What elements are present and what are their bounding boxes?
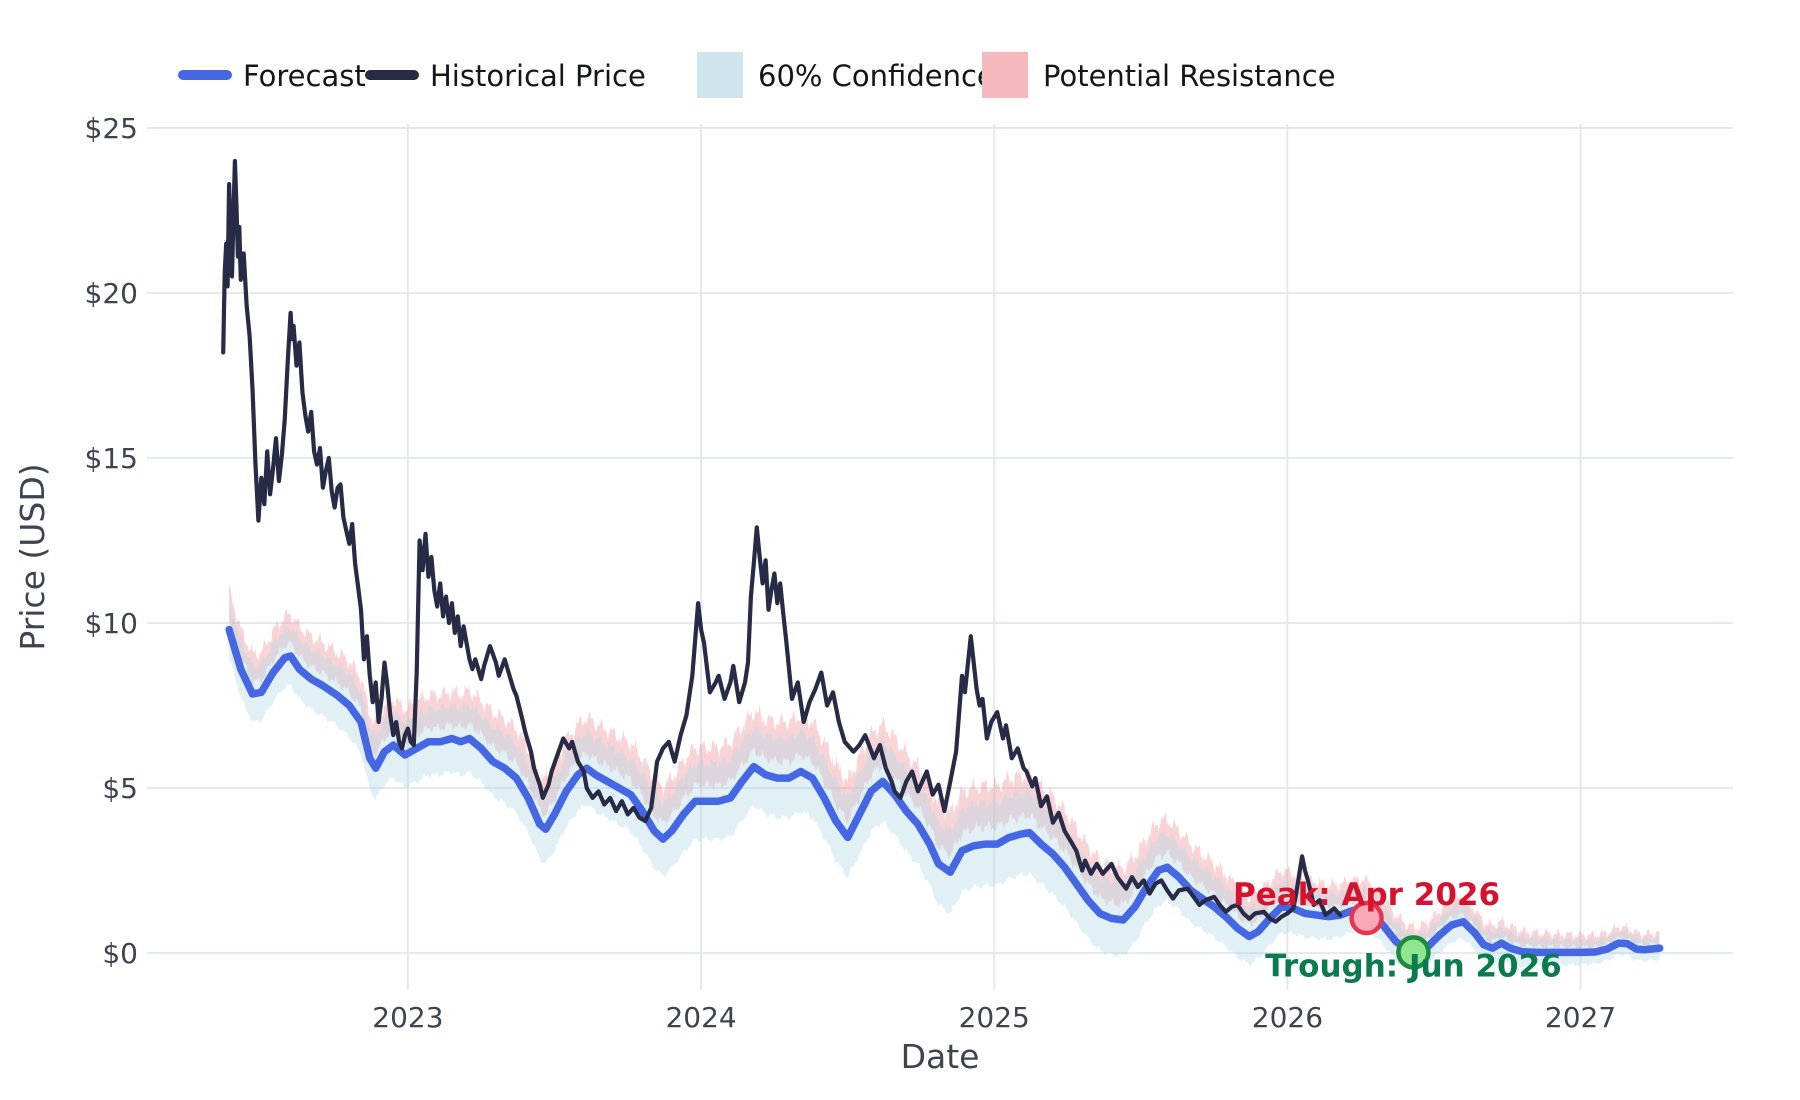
- y-tick-label: $10: [85, 607, 138, 640]
- resistance-box-swatch-icon: [982, 52, 1028, 98]
- trough-annotation-label: Trough: Jun 2026: [1265, 948, 1562, 984]
- y-tick-label: $0: [102, 937, 138, 970]
- x-axis-title: Date: [901, 1037, 980, 1076]
- peak-annotation-label: Peak: Apr 2026: [1233, 877, 1500, 913]
- x-tick-label: 2025: [959, 1001, 1030, 1034]
- confidence-box-swatch-icon: [697, 52, 743, 98]
- historical-line: [221, 158, 1343, 924]
- x-tick-label: 2024: [665, 1001, 736, 1034]
- x-tick-label: 2027: [1545, 1001, 1616, 1034]
- legend-item-resistance: Potential Resistance: [982, 52, 1336, 98]
- legend-historical-label: Historical Price: [430, 59, 646, 93]
- grid: [147, 124, 1733, 990]
- trough-marker-icon: [1396, 935, 1431, 970]
- legend-confidence-label: 60% Confidence: [758, 59, 995, 93]
- legend-resistance-label: Potential Resistance: [1043, 59, 1336, 93]
- y-tick-label: $20: [85, 277, 138, 310]
- tick-labels: $0 $5 $10 $15 $20 $25 2023 2024 2025 2026 2027: [85, 112, 1617, 1034]
- legend-item-forecast: Forecast: [178, 59, 366, 93]
- legend: Forecast Historical Price 60% Confidence…: [178, 52, 1336, 98]
- annotations: Peak: Apr 2026 Trough: Jun 2026: [1233, 877, 1562, 984]
- legend-item-historical: Historical Price: [365, 59, 646, 93]
- x-tick-label: 2023: [372, 1001, 443, 1034]
- y-tick-label: $15: [85, 442, 138, 475]
- legend-item-confidence: 60% Confidence: [697, 52, 995, 98]
- x-tick-label: 2026: [1252, 1001, 1323, 1034]
- y-axis-title: Price (USD): [13, 463, 52, 650]
- y-tick-label: $25: [85, 112, 138, 145]
- marker-layer: [1349, 900, 1431, 970]
- legend-forecast-label: Forecast: [243, 59, 366, 93]
- y-tick-label: $5: [102, 772, 138, 805]
- peak-marker-icon: [1349, 900, 1384, 936]
